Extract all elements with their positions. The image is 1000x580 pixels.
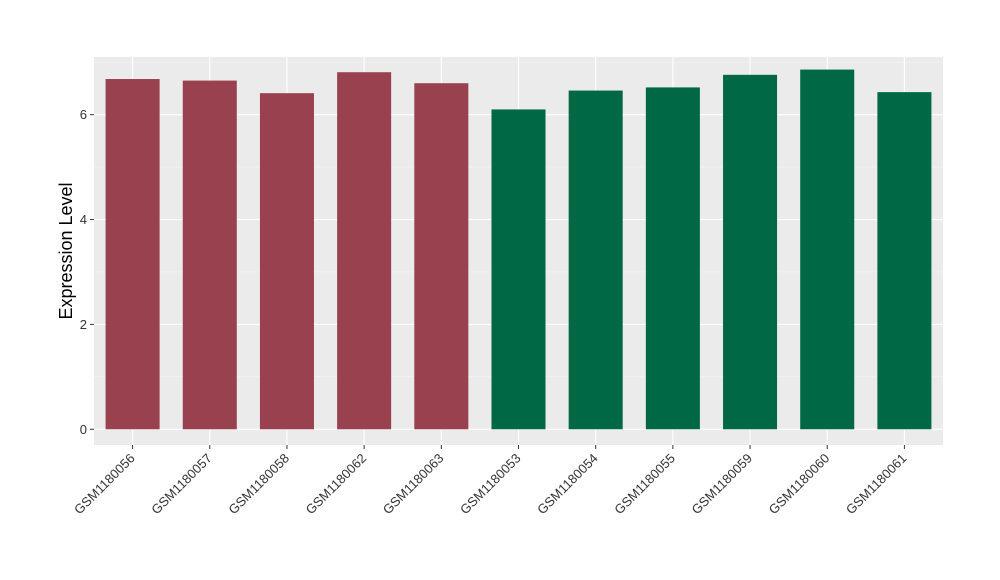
x-tick-label: GSM1180057 <box>148 451 215 518</box>
y-tick-label: 0 <box>80 422 87 437</box>
bar-GSM1180061 <box>877 92 932 430</box>
x-tick-label: GSM1180058 <box>225 451 292 518</box>
x-tick-label: GSM1180056 <box>71 451 138 518</box>
bar-GSM1180056 <box>105 79 160 430</box>
y-axis: 0 2 4 6 <box>80 107 94 437</box>
bar-GSM1180059 <box>723 74 778 430</box>
bar-GSM1180063 <box>414 83 469 430</box>
y-tick-label: 6 <box>80 107 87 122</box>
x-tick-label: GSM1180053 <box>457 451 524 518</box>
y-tick-label: 2 <box>80 317 87 332</box>
bar-GSM1180062 <box>337 72 392 430</box>
x-tick-label: GSM1180055 <box>611 451 678 518</box>
bar-GSM1180054 <box>568 90 623 430</box>
bar-GSM1180058 <box>259 93 314 430</box>
x-tick-label: GSM1180063 <box>380 451 447 518</box>
x-axis: GSM1180056 GSM1180057 GSM1180058 GSM1180062… <box>71 445 910 518</box>
bar-GSM1180060 <box>800 69 855 430</box>
bar-GSM1180053 <box>491 109 546 430</box>
x-tick-label: GSM1180061 <box>843 451 910 518</box>
y-tick-label: 4 <box>80 212 87 227</box>
bar-GSM1180055 <box>645 87 700 430</box>
bar-GSM1180057 <box>182 80 237 430</box>
bars <box>105 69 932 430</box>
x-tick-label: GSM1180060 <box>766 451 833 518</box>
x-tick-label: GSM1180054 <box>534 451 601 518</box>
x-tick-label: GSM1180059 <box>689 451 756 518</box>
y-axis-title: Expression Level <box>56 182 76 319</box>
x-tick-label: GSM1180062 <box>303 451 370 518</box>
